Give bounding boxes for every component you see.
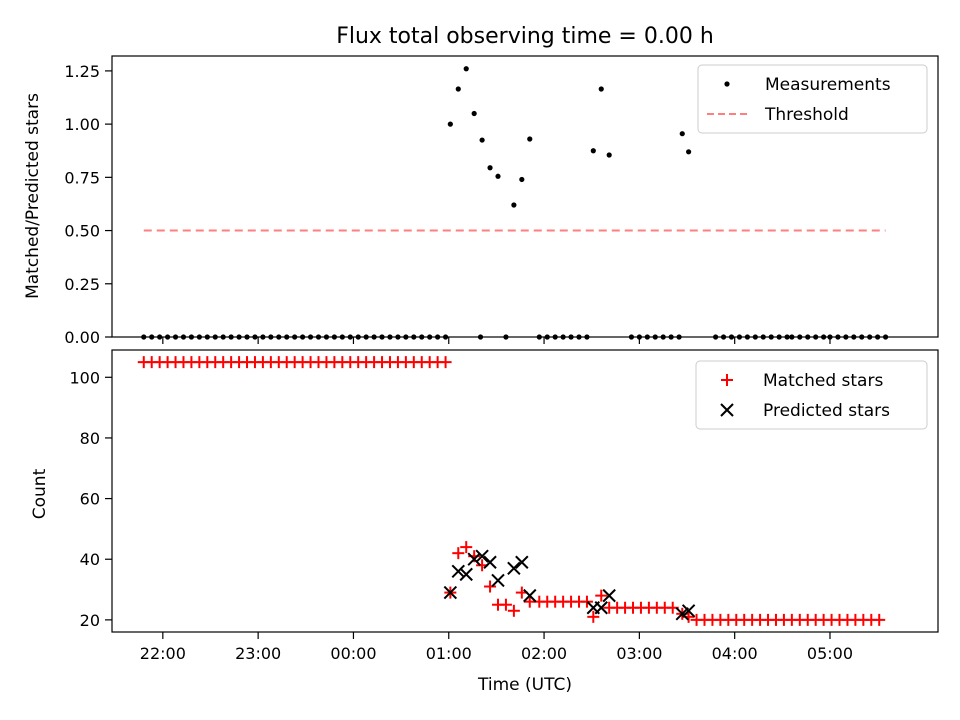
legend-marker-measurements [724,81,730,87]
matched-star-marker [452,547,465,560]
bottom-y-axis: 20 40 60 80 100 [69,368,112,630]
legend-marker-matched-stars [721,374,733,386]
matched-star-marker [499,598,512,611]
bottom-ytick-label: 20 [80,611,100,630]
bottom-ytick-label: 60 [80,490,100,509]
measurement-point [590,148,596,154]
bottom-xtick-label: 01:00 [426,644,472,663]
matched-star-marker [595,589,608,602]
bottom-axes-frame [111,349,939,633]
top-axes-frame [111,55,939,338]
top-ytick-label: 0.00 [64,328,100,347]
legend-label-predicted-stars: Predicted stars [763,401,890,421]
top-ytick-label: 1.00 [64,115,100,134]
matched-star-marker [603,601,616,614]
predicted-star-marker [507,561,521,576]
bottom-xtick-label: 05:00 [807,644,853,663]
predicted-star-marker [483,555,497,569]
measurement-point [487,165,493,171]
matched-star-marker [580,595,593,608]
predicted-star-marker [594,601,608,615]
bottom-legend: Matched stars Predicted stars [695,360,928,430]
bottom-xtick-label: 02:00 [521,644,567,663]
matched-star-marker [873,613,886,626]
top-ytick-label: 0.75 [64,168,100,187]
predicted-star-marker [515,555,529,569]
matched-star-marker [587,610,600,623]
measurement-point [463,66,469,72]
predicted-star-marker [491,573,505,588]
measurement-point [495,173,501,179]
top-y-axis: 0.00 0.25 0.50 0.75 1.00 1.25 [64,62,112,347]
top-ytick-label: 0.25 [64,275,100,294]
top-panel: 0.00 0.25 0.50 0.75 1.00 1.25 Matched/Predict… [23,55,939,347]
legend-marker-predicted-stars [720,403,734,417]
x-axis-label: Time (UTC) [477,675,572,695]
predicted-star-marker [451,564,465,579]
matched-star-marker [523,595,536,608]
predicted-star-marker [523,588,537,603]
bottom-xtick-label: 23:00 [235,644,281,663]
matched-star-marker [460,541,473,554]
bottom-xtick-label: 03:00 [616,644,662,663]
bottom-x-axis: 22:00 23:00 00:00 01:00 02:00 03:00 04:00 05:00 [140,632,853,663]
predicted-star-marker [602,588,616,603]
legend-label-matched-stars: Matched stars [763,371,883,391]
top-ytick-label: 0.50 [64,222,100,241]
chart-title: Flux total observing time = 0.00 h [336,24,714,49]
measurement-point [455,86,461,92]
measurement-point [511,202,517,208]
legend-label-measurements: Measurements [765,75,891,95]
matched-star-marker [507,604,520,617]
predicted-star-marker [443,585,458,600]
top-legend: Measurements Threshold [697,64,928,134]
predicted-star-marker [475,549,489,563]
measurement-point [606,152,612,158]
matched-star-marker [484,580,497,593]
bottom-y-axis-label: Count [30,468,50,519]
predicted-star-marker [681,604,696,618]
measurement-point [519,176,525,183]
bottom-ytick-label: 40 [80,550,100,569]
measurement-point [527,136,533,142]
measurement-point [471,110,477,117]
bottom-xtick-label: 00:00 [330,644,376,663]
measurement-point [686,149,692,155]
bottom-panel: 20 40 60 80 100 22:00 23:00 00:00 01:00 02:00 03:… [30,349,939,695]
predicted-star-marker [467,552,481,566]
measurement-point [679,131,685,137]
measurement-point [598,86,604,92]
top-x-axis [162,337,831,344]
bottom-plot-area [137,356,886,626]
matched-star-marker [439,356,452,369]
bottom-xtick-label: 04:00 [712,644,758,663]
legend-label-threshold: Threshold [764,105,849,125]
predicted-star-marker [459,567,473,582]
bottom-ytick-label: 100 [69,368,100,387]
top-y-axis-label: Matched/Predicted stars [23,93,43,299]
bottom-ytick-label: 80 [80,429,100,448]
measurement-point [479,137,485,143]
top-ytick-label: 1.25 [64,62,100,81]
measurement-point [447,121,453,127]
top-legend-box [697,64,928,134]
bottom-xtick-label: 22:00 [140,644,186,663]
bottom-legend-box [695,360,928,430]
